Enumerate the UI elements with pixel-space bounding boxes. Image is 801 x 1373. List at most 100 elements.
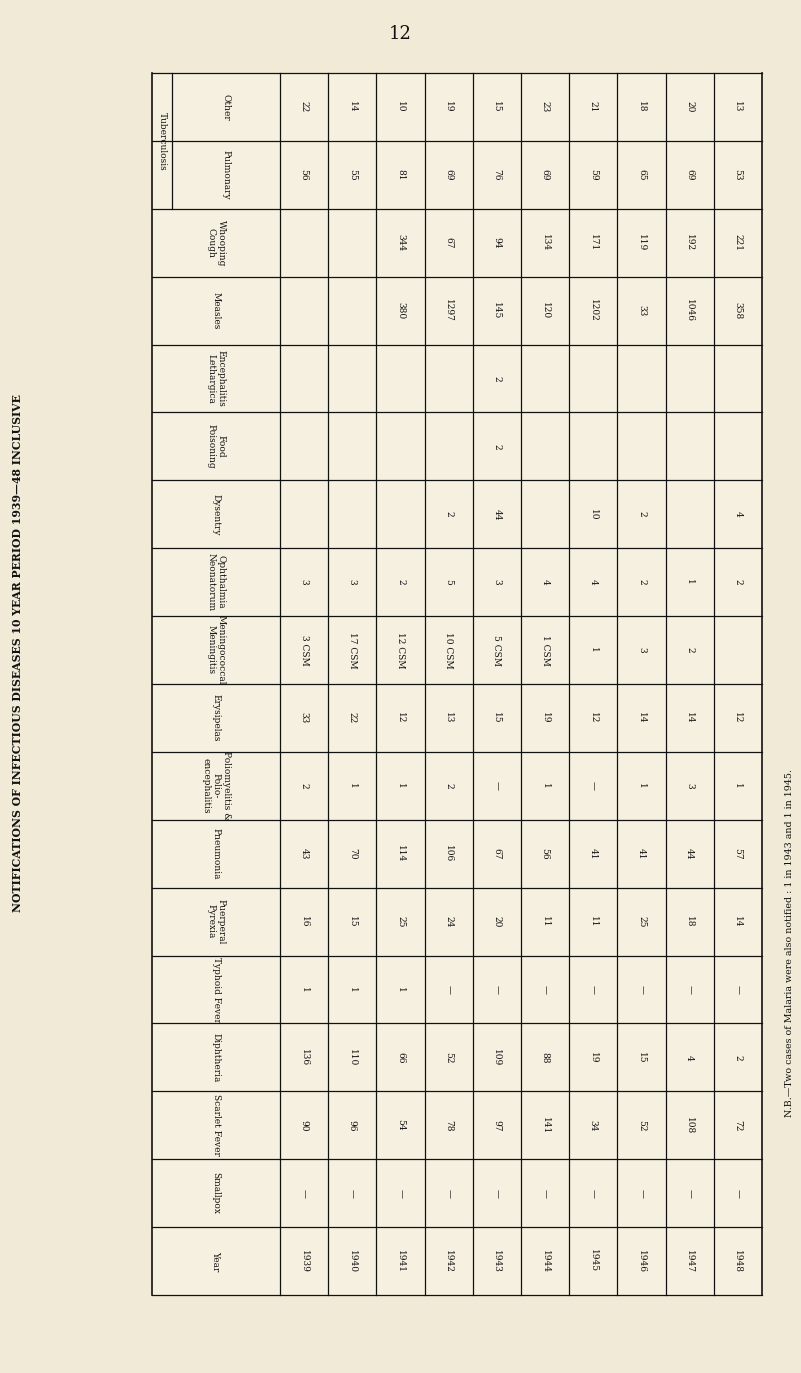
- Text: 1202: 1202: [589, 299, 598, 323]
- Text: 1942: 1942: [445, 1249, 453, 1273]
- Text: 14: 14: [637, 713, 646, 724]
- Text: 11: 11: [589, 916, 598, 927]
- Text: 2: 2: [637, 512, 646, 518]
- Text: 119: 119: [637, 235, 646, 251]
- Text: 4: 4: [685, 1054, 694, 1060]
- Text: 12: 12: [396, 713, 405, 724]
- Text: 1939: 1939: [300, 1249, 308, 1273]
- Text: 120: 120: [541, 302, 549, 319]
- Text: 15: 15: [493, 102, 501, 113]
- Text: 24: 24: [445, 916, 453, 927]
- Text: 15: 15: [493, 713, 501, 724]
- Text: 3: 3: [685, 783, 694, 788]
- Text: 10: 10: [589, 508, 598, 520]
- Text: 12: 12: [734, 713, 743, 724]
- Text: —: —: [589, 984, 598, 994]
- Text: 2: 2: [685, 647, 694, 654]
- Text: Food
Poisoning: Food Poisoning: [207, 424, 226, 468]
- Text: 10 CSM: 10 CSM: [445, 632, 453, 669]
- Text: 88: 88: [541, 1052, 549, 1063]
- Text: 12: 12: [388, 25, 412, 43]
- Text: 57: 57: [734, 849, 743, 859]
- Text: Smallpox: Smallpox: [211, 1173, 220, 1214]
- Text: 20: 20: [685, 102, 694, 113]
- Text: 52: 52: [637, 1119, 646, 1131]
- Text: 14: 14: [734, 916, 743, 927]
- Text: 12: 12: [589, 713, 598, 724]
- Text: 43: 43: [300, 849, 308, 859]
- Text: 69: 69: [445, 169, 453, 181]
- Text: 65: 65: [637, 169, 646, 181]
- Text: 15: 15: [637, 1052, 646, 1063]
- Bar: [152, 73, 762, 1295]
- Text: 1: 1: [396, 783, 405, 788]
- Text: 16: 16: [300, 916, 308, 927]
- Text: —: —: [541, 1189, 549, 1197]
- Text: —: —: [734, 984, 743, 994]
- Text: 53: 53: [734, 169, 743, 181]
- Text: 18: 18: [637, 102, 646, 113]
- Text: 2: 2: [445, 783, 453, 788]
- Text: 3: 3: [348, 579, 356, 585]
- Text: 14: 14: [348, 102, 356, 113]
- Text: 1943: 1943: [493, 1249, 501, 1273]
- Text: 67: 67: [445, 238, 453, 249]
- Text: 3: 3: [637, 647, 646, 654]
- Text: 1: 1: [637, 783, 646, 788]
- Text: 17 CSM: 17 CSM: [348, 632, 356, 669]
- Text: 5: 5: [445, 579, 453, 585]
- Text: Encephalitis
Lethargica: Encephalitis Lethargica: [207, 350, 226, 406]
- Text: —: —: [396, 1189, 405, 1197]
- Text: 22: 22: [300, 102, 308, 113]
- Text: 3: 3: [493, 579, 501, 585]
- Text: 1941: 1941: [396, 1249, 405, 1273]
- Text: 33: 33: [300, 713, 308, 724]
- Text: 15: 15: [348, 916, 356, 927]
- Text: 1: 1: [300, 987, 308, 993]
- Text: —: —: [589, 1189, 598, 1197]
- Text: 52: 52: [445, 1052, 453, 1063]
- Text: 5 CSM: 5 CSM: [493, 634, 501, 666]
- Text: 2: 2: [493, 376, 501, 382]
- Text: 2: 2: [734, 579, 743, 585]
- Text: 34: 34: [589, 1119, 598, 1131]
- Text: 44: 44: [685, 849, 694, 859]
- Text: 1: 1: [348, 783, 356, 788]
- Text: —: —: [445, 984, 453, 994]
- Text: 1: 1: [589, 647, 598, 654]
- Text: Whooping
Cough: Whooping Cough: [207, 220, 226, 266]
- Text: Measles: Measles: [211, 292, 220, 330]
- Text: 25: 25: [396, 916, 405, 927]
- Text: Scarlet Fever: Scarlet Fever: [211, 1094, 220, 1156]
- Text: 76: 76: [493, 169, 501, 181]
- Text: 1: 1: [348, 987, 356, 993]
- Text: 344: 344: [396, 235, 405, 251]
- Text: Pulmonary: Pulmonary: [222, 150, 231, 199]
- Text: —: —: [685, 1189, 694, 1197]
- Text: 56: 56: [300, 169, 308, 181]
- Text: 1: 1: [541, 783, 549, 788]
- Text: 1: 1: [396, 987, 405, 993]
- Text: 20: 20: [493, 916, 501, 927]
- Text: Tuberculosis: Tuberculosis: [158, 111, 167, 170]
- Text: 90: 90: [300, 1119, 308, 1131]
- Text: 2: 2: [445, 512, 453, 518]
- Text: 19: 19: [589, 1052, 598, 1063]
- Text: —: —: [541, 984, 549, 994]
- Text: N.B.—Two cases of Malaria were also notified : 1 in 1943 and 1 in 1945.: N.B.—Two cases of Malaria were also noti…: [786, 769, 795, 1118]
- Text: 41: 41: [637, 849, 646, 859]
- Text: Dysentry: Dysentry: [211, 493, 220, 535]
- Text: NOTIFICATIONS OF INFECTIOUS DISEASES 10 YEAR PERIOD 1939—48 INCLUSIVE: NOTIFICATIONS OF INFECTIOUS DISEASES 10 …: [13, 394, 23, 912]
- Text: 1297: 1297: [445, 299, 453, 323]
- Text: 1947: 1947: [685, 1249, 694, 1273]
- Text: 141: 141: [541, 1116, 549, 1134]
- Text: 94: 94: [493, 238, 501, 249]
- Text: 358: 358: [734, 302, 743, 320]
- Text: 4: 4: [541, 579, 549, 585]
- Text: 12 CSM: 12 CSM: [396, 632, 405, 669]
- Text: 145: 145: [493, 302, 501, 320]
- Text: Ophthalmia
Neonatorum: Ophthalmia Neonatorum: [207, 553, 226, 611]
- Text: 96: 96: [348, 1119, 356, 1131]
- Text: —: —: [493, 1189, 501, 1197]
- Text: 4: 4: [734, 511, 743, 518]
